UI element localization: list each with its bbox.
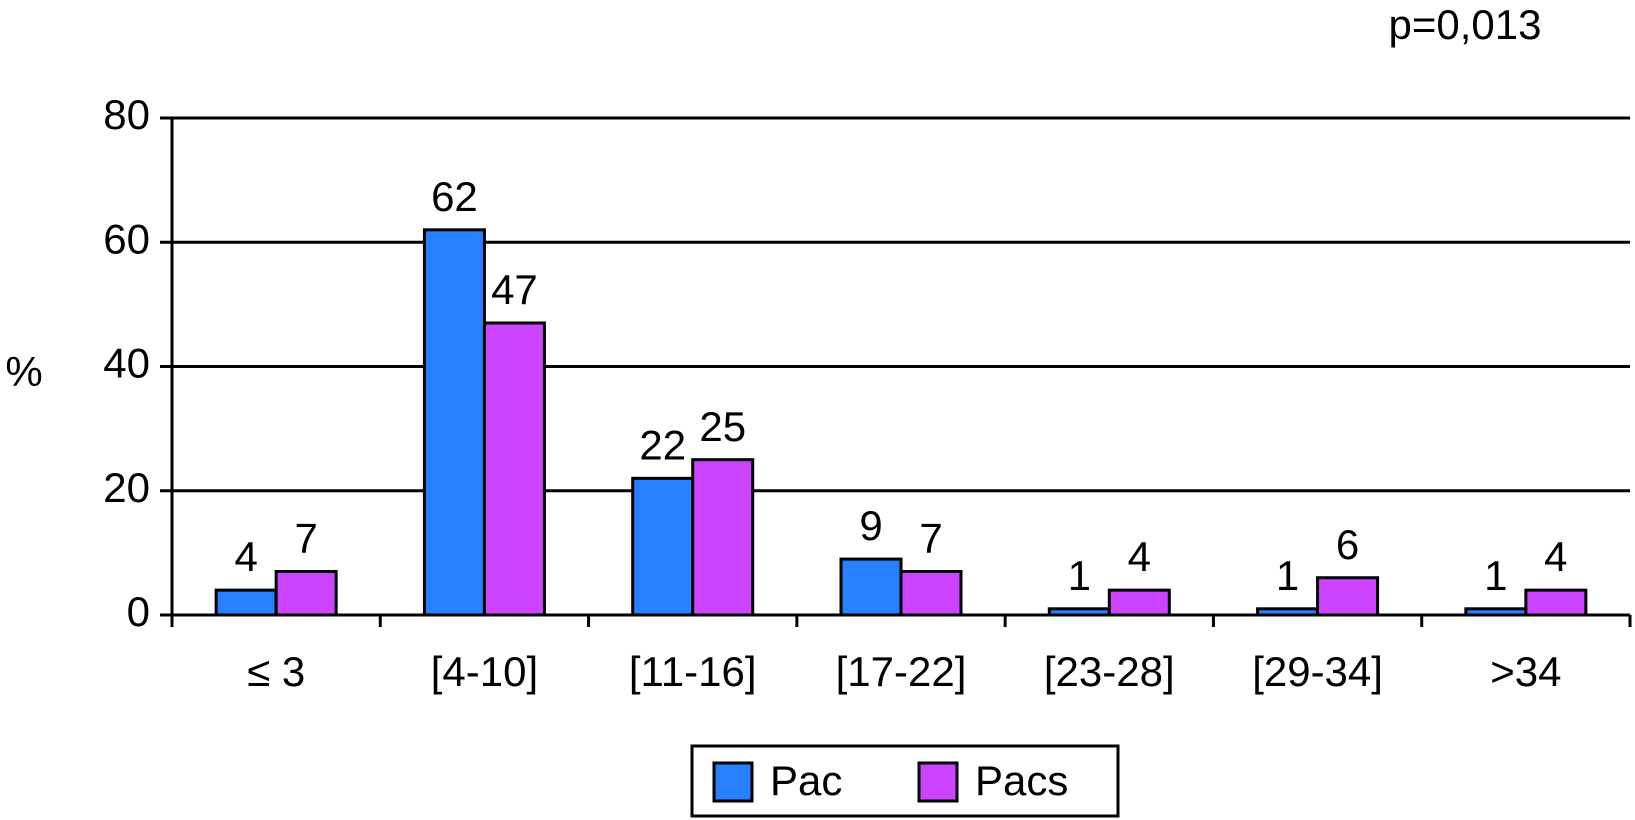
value-label: 4 xyxy=(1128,533,1151,580)
value-label: 47 xyxy=(491,266,538,313)
legend-label: Pac xyxy=(770,757,842,804)
y-axis-label: % xyxy=(5,348,42,395)
bar xyxy=(1107,588,1171,617)
y-tick-label: 0 xyxy=(127,588,150,635)
value-label: 22 xyxy=(639,421,686,468)
value-label: 6 xyxy=(1336,521,1359,568)
x-tick-label: >34 xyxy=(1490,648,1561,695)
bar xyxy=(422,228,486,617)
y-tick-label: 40 xyxy=(103,340,150,387)
value-label: 4 xyxy=(1544,533,1567,580)
y-tick-label: 20 xyxy=(103,464,150,511)
x-tick-label: [23-28] xyxy=(1044,648,1175,695)
value-label: 4 xyxy=(234,533,257,580)
bar xyxy=(214,588,278,617)
value-label: 1 xyxy=(1276,552,1299,599)
bar xyxy=(482,321,546,617)
value-label: 7 xyxy=(919,515,942,562)
bar xyxy=(899,570,963,617)
x-tick-label: [17-22] xyxy=(836,648,967,695)
annotation: p=0,013 xyxy=(1389,1,1542,48)
bar xyxy=(1524,588,1588,617)
x-tick-label: ≤ 3 xyxy=(247,648,305,695)
bar xyxy=(1316,576,1380,617)
value-label: 1 xyxy=(1068,552,1091,599)
bar xyxy=(691,458,755,617)
legend-swatch xyxy=(917,761,959,803)
value-label: 1 xyxy=(1484,552,1507,599)
legend-label: Pacs xyxy=(975,757,1068,804)
bar xyxy=(631,476,695,617)
y-tick-label: 80 xyxy=(103,91,150,138)
bar xyxy=(274,570,338,617)
x-tick-label: [4-10] xyxy=(431,648,538,695)
value-label: 62 xyxy=(431,173,478,220)
value-label: 7 xyxy=(294,515,317,562)
legend-swatch xyxy=(712,761,754,803)
x-tick-label: [29-34] xyxy=(1252,648,1383,695)
bar xyxy=(839,557,903,617)
value-label: 25 xyxy=(699,403,746,450)
value-label: 9 xyxy=(859,502,882,549)
legend-box xyxy=(690,744,1120,818)
x-tick-label: [11-16] xyxy=(629,648,757,695)
y-tick-label: 60 xyxy=(103,215,150,262)
